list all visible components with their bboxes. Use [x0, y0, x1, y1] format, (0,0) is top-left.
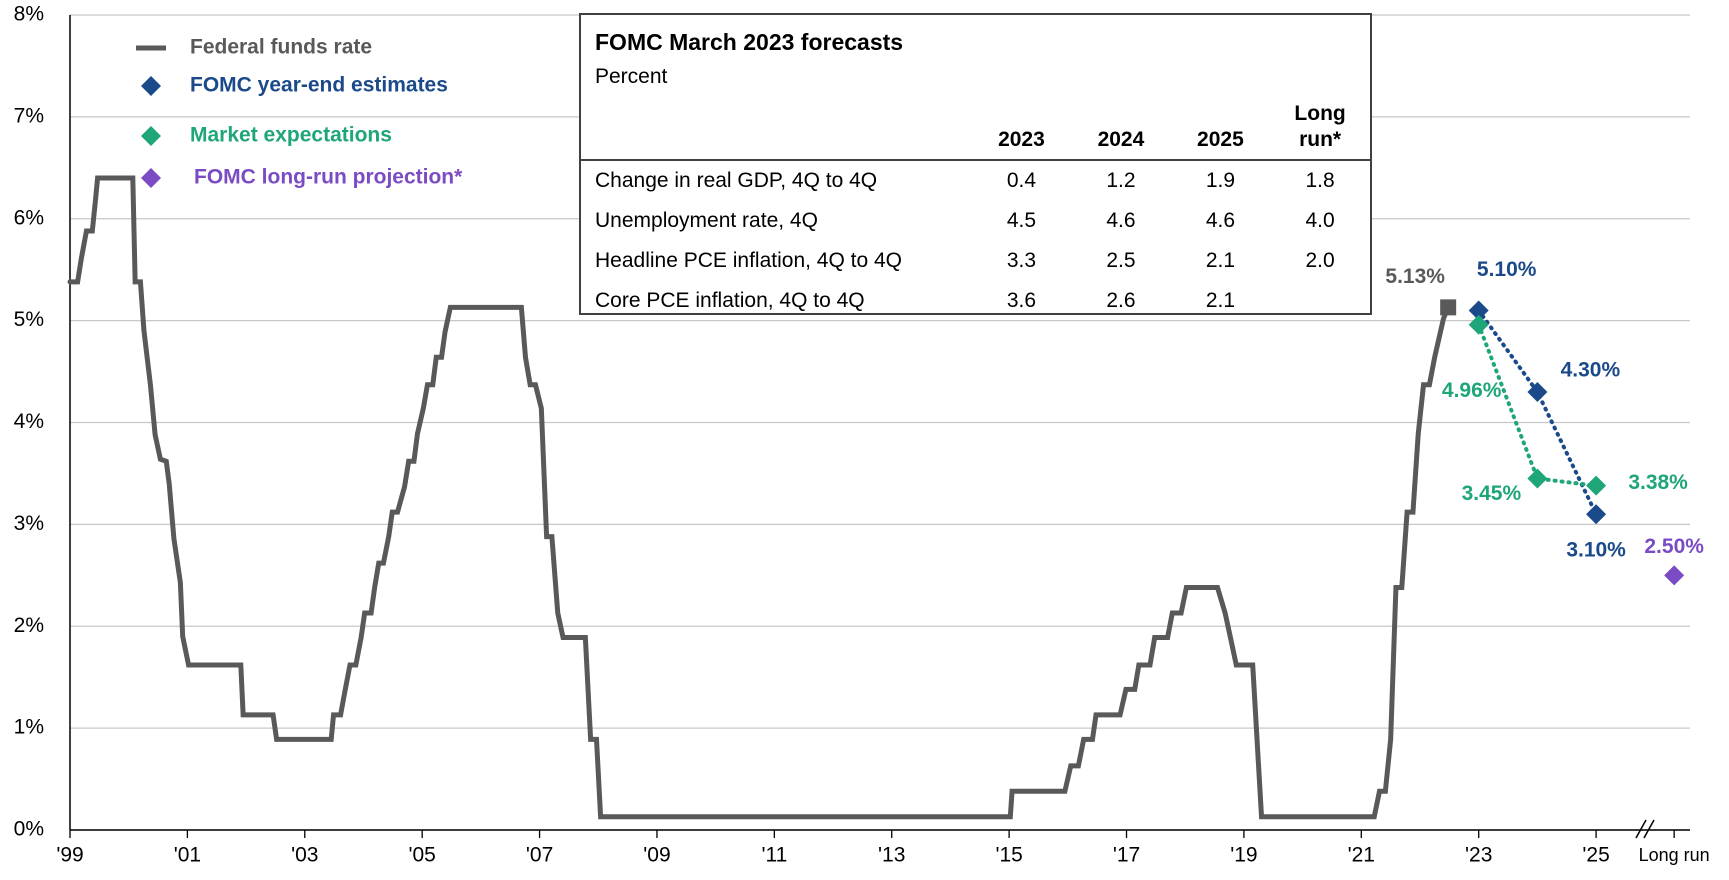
y-tick-label: 8%	[14, 3, 44, 26]
table-cell: 2.6	[1106, 289, 1136, 312]
data-label: 3.38%	[1628, 471, 1688, 494]
x-tick-label: '01	[174, 844, 201, 867]
header-row: 2023 2024 2025 Long run*	[581, 97, 1370, 161]
series-line	[1476, 322, 1599, 488]
table-row: Core PCE inflation, 4Q to 4Q 3.6 2.6 2.1	[581, 281, 1370, 321]
table-cell: 3.6	[1006, 289, 1037, 312]
forecast-table: FOMC March 2023 forecasts Percent 2023 20…	[579, 13, 1372, 315]
column-header: 2025	[1170, 97, 1271, 161]
y-tick-label: 7%	[14, 104, 44, 127]
legend: Federal funds rate FOMC year-end estimate…	[136, 36, 463, 189]
table-body: Change in real GDP, 4Q to 4Q 0.4 1.2 1.9 1.8…	[581, 160, 1370, 321]
column-header: 2024	[1071, 97, 1171, 161]
x-tick-label: '07	[526, 844, 553, 867]
diamond-marker	[1527, 381, 1548, 402]
row-label: Core PCE inflation, 4Q to 4Q	[595, 289, 865, 312]
row-label: Unemployment rate, 4Q	[595, 209, 818, 232]
table-cell: 4.6	[1106, 209, 1136, 232]
y-tick-label: 1%	[14, 716, 44, 739]
table-cell: 2.0	[1305, 249, 1335, 272]
table-cell: 1.9	[1205, 169, 1236, 192]
data-label: 2.50%	[1644, 535, 1704, 558]
x-tick-label: '21	[1348, 844, 1375, 867]
data-label: 3.45%	[1462, 482, 1522, 505]
table-cell: 2.1	[1205, 289, 1236, 312]
diamond-marker	[1468, 314, 1489, 335]
diamond-marker	[1468, 300, 1489, 321]
legend-label: Market expectations	[190, 124, 392, 147]
x-tick-label: '25	[1582, 844, 1609, 867]
x-tick-label: '03	[291, 844, 318, 867]
data-label: 5.13%	[1385, 265, 1445, 288]
x-tick-label: '13	[878, 844, 905, 867]
table-cell: 4.0	[1305, 209, 1335, 232]
legend-label: FOMC long-run projection*	[194, 166, 463, 189]
table: 2023 2024 2025 Long run* Change in real GDP…	[581, 97, 1370, 321]
table-cell: 2.1	[1205, 249, 1236, 272]
y-tick-label: 2%	[14, 614, 44, 637]
data-label: 3.10%	[1566, 539, 1626, 562]
x-tick-label: '23	[1465, 844, 1492, 867]
data-label: 4.96%	[1442, 379, 1502, 402]
x-tick-label: '05	[408, 844, 435, 867]
y-tick-label: 5%	[14, 308, 44, 331]
table-cell: 0.4	[1006, 169, 1037, 192]
table-row: Change in real GDP, 4Q to 4Q 0.4 1.2 1.9 1.8	[581, 160, 1370, 201]
diamond-marker	[1586, 475, 1607, 496]
table-row: Headline PCE inflation, 4Q to 4Q 3.3 2.5 2.…	[581, 241, 1370, 281]
y-tick-label: 6%	[14, 206, 44, 229]
data-label: 5.10%	[1477, 258, 1537, 281]
column-header: Long run*	[1270, 97, 1370, 161]
y-tick-label: 3%	[14, 512, 44, 535]
header-cell	[581, 97, 972, 161]
break-mark	[1635, 819, 1647, 839]
row-label: Headline PCE inflation, 4Q to 4Q	[595, 249, 903, 272]
marks: 5.13% 5.10% 4.30% 3.10% 4.96% 3.45% 3.38% 2.50%	[67, 175, 1704, 820]
x-tick-label: '09	[643, 844, 670, 867]
x-tick-label: Long run	[1639, 845, 1710, 865]
table-cell: 3.3	[1006, 249, 1037, 272]
column-header: 2023	[971, 97, 1072, 161]
legend-label: FOMC year-end estimates	[190, 74, 448, 97]
table-cell: 1.2	[1106, 169, 1136, 192]
x-tick-label: '15	[995, 844, 1022, 867]
legend-label: Federal funds rate	[190, 36, 372, 59]
table-cell: 4.6	[1205, 209, 1236, 232]
diamond-marker	[1586, 504, 1607, 525]
y-tick-label: 0%	[14, 818, 44, 841]
table-cell: 4.5	[1006, 209, 1037, 232]
legend-swatch	[141, 168, 161, 188]
diamond-marker	[1664, 565, 1685, 586]
table-subtitle: Percent	[595, 65, 668, 88]
table-title: FOMC March 2023 forecasts	[595, 29, 904, 55]
diamond-marker	[1527, 468, 1548, 489]
y-tick-label: 4%	[14, 410, 44, 433]
table-row: Unemployment rate, 4Q 4.5 4.6 4.6 4.0	[581, 201, 1370, 241]
x-tick-label: '17	[1113, 844, 1140, 867]
data-label: 4.30%	[1561, 358, 1621, 381]
series-line	[67, 175, 1451, 820]
end-marker	[1440, 299, 1457, 316]
table-cell: 1.8	[1305, 169, 1335, 192]
break-mark	[1643, 819, 1655, 839]
x-tick-label: '11	[761, 844, 787, 867]
axis-break	[1635, 819, 1655, 839]
table-cell: 2.5	[1106, 249, 1136, 272]
x-tick-label: '19	[1230, 844, 1257, 867]
row-label: Change in real GDP, 4Q to 4Q	[595, 169, 878, 192]
x-tick-label: '99	[56, 844, 83, 867]
legend-swatch	[141, 126, 161, 146]
legend-swatch	[141, 76, 161, 96]
